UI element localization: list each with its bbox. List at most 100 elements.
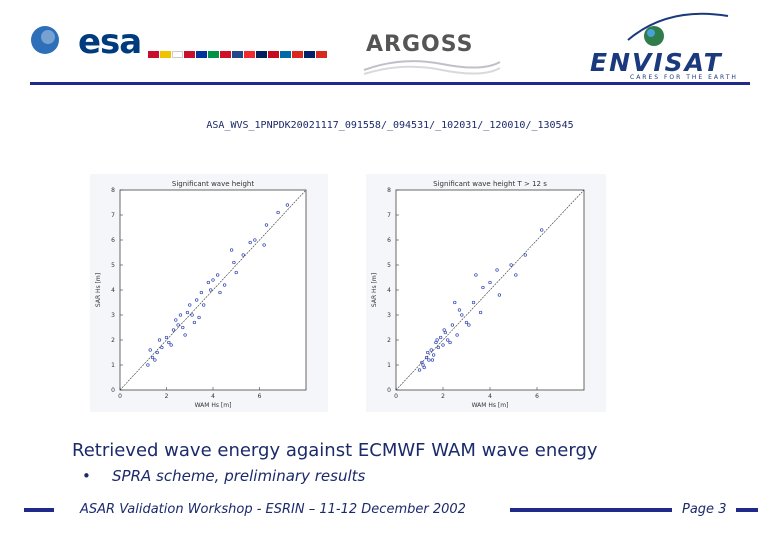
data-point bbox=[430, 358, 435, 362]
esa-wordmark: esa bbox=[78, 22, 142, 62]
data-point bbox=[455, 333, 459, 337]
data-point bbox=[523, 253, 527, 257]
data-point bbox=[446, 338, 450, 342]
envisat-logo: ENVISAT CARES FOR THE EARTH bbox=[588, 10, 758, 81]
data-point bbox=[202, 303, 206, 307]
data-point bbox=[155, 350, 159, 355]
data-point bbox=[495, 268, 499, 272]
data-point bbox=[146, 363, 150, 367]
y-tick-label: 2 bbox=[387, 337, 391, 344]
data-point bbox=[488, 280, 492, 285]
x-tick-label: 4 bbox=[488, 393, 492, 400]
y-tick-label: 8 bbox=[111, 187, 115, 194]
data-point bbox=[474, 273, 478, 277]
data-point bbox=[436, 345, 440, 350]
x-tick-label: 4 bbox=[211, 393, 215, 400]
data-point bbox=[285, 203, 290, 207]
data-point bbox=[248, 240, 252, 245]
data-point bbox=[431, 353, 436, 357]
footer-bar-left bbox=[24, 508, 54, 512]
bullet-dot-icon: • bbox=[82, 467, 91, 485]
y-tick-label: 4 bbox=[111, 287, 115, 294]
plot-title: Significant wave height bbox=[172, 180, 254, 188]
data-point bbox=[457, 308, 462, 312]
data-point bbox=[232, 260, 236, 265]
data-point bbox=[509, 263, 513, 267]
data-point bbox=[176, 323, 180, 327]
y-tick-label: 2 bbox=[111, 337, 115, 344]
x-axis-label: WAM Hs [m] bbox=[472, 402, 509, 409]
x-tick-label: 6 bbox=[258, 393, 262, 400]
data-point bbox=[181, 325, 185, 330]
plot-area bbox=[395, 189, 585, 391]
page-number: Page 3 bbox=[682, 502, 727, 517]
data-point bbox=[169, 343, 173, 347]
data-point bbox=[188, 303, 192, 307]
argoss-wave-icon bbox=[363, 60, 501, 75]
data-point bbox=[197, 315, 201, 320]
data-point bbox=[195, 298, 199, 302]
data-point bbox=[241, 253, 245, 257]
envisat-satellite-icon bbox=[627, 12, 729, 46]
y-axis-label: SAR Hs [m] bbox=[371, 273, 378, 307]
data-point bbox=[190, 313, 194, 317]
y-tick-label: 1 bbox=[111, 362, 115, 369]
scatter-plot-svg: Significant wave height 0 1 2 3 4 5 6 7 8 0 2 4 6 WAM … bbox=[95, 180, 307, 409]
member-flags bbox=[148, 51, 327, 58]
data-point bbox=[174, 318, 178, 322]
scatter-plot-long-period: Significant wave height T > 12 s 0 1 2 3 4 5 6 7… bbox=[366, 174, 606, 412]
data-point bbox=[264, 223, 269, 227]
envisat-tagline: CARES FOR THE EARTH bbox=[630, 74, 738, 81]
data-point bbox=[514, 273, 518, 277]
esa-globe-icon bbox=[31, 26, 59, 54]
slide-caption: Retrieved wave energy against ECMWF WAM … bbox=[72, 440, 598, 461]
data-point bbox=[218, 290, 222, 295]
data-point bbox=[148, 348, 152, 352]
y-tick-label: 3 bbox=[387, 312, 391, 319]
footer-bar-right bbox=[736, 508, 758, 512]
header-rule bbox=[30, 82, 750, 85]
y-tick-label: 8 bbox=[387, 187, 391, 194]
data-point bbox=[435, 338, 439, 342]
data-point bbox=[234, 270, 238, 275]
data-point bbox=[215, 273, 220, 277]
y-tick-label: 7 bbox=[111, 212, 115, 219]
scatter-plot-all: Significant wave height 0 1 2 3 4 5 6 7 8 0 2 4 6 WAM … bbox=[90, 174, 328, 412]
data-point bbox=[192, 320, 197, 325]
data-point bbox=[441, 343, 445, 347]
data-point bbox=[229, 248, 234, 252]
product-file-id: ASA_WVS_1PNPDK20021117_091558/_094531/_1… bbox=[206, 120, 574, 131]
data-point bbox=[206, 280, 210, 285]
footer-bar-middle bbox=[510, 508, 672, 512]
x-tick-label: 0 bbox=[394, 393, 398, 400]
data-point bbox=[467, 323, 471, 327]
y-tick-label: 1 bbox=[387, 362, 391, 369]
y-tick-label: 0 bbox=[387, 387, 391, 394]
data-point bbox=[540, 228, 544, 232]
data-point bbox=[422, 365, 426, 370]
data-point bbox=[420, 360, 424, 365]
data-point bbox=[417, 368, 422, 372]
x-tick-label: 0 bbox=[118, 393, 122, 400]
data-point bbox=[481, 285, 485, 290]
data-point bbox=[478, 310, 483, 315]
envisat-wordmark: ENVISAT bbox=[590, 48, 723, 77]
data-point bbox=[178, 313, 183, 317]
reference-line bbox=[119, 189, 307, 391]
data-point bbox=[167, 340, 171, 345]
data-point bbox=[183, 333, 187, 337]
y-tick-label: 7 bbox=[387, 212, 391, 219]
data-point bbox=[442, 328, 446, 332]
y-tick-label: 5 bbox=[387, 262, 391, 269]
data-point bbox=[150, 355, 155, 360]
data-point bbox=[160, 345, 164, 350]
data-point bbox=[424, 355, 429, 360]
x-tick-label: 6 bbox=[535, 393, 539, 400]
x-tick-label: 2 bbox=[441, 393, 445, 400]
data-point bbox=[211, 278, 215, 282]
data-point bbox=[276, 210, 280, 215]
header-banner: esa ARGOSS bbox=[0, 0, 780, 90]
data-point bbox=[448, 340, 452, 345]
x-tick-label: 2 bbox=[165, 393, 169, 400]
y-axis-label: SAR Hs [m] bbox=[95, 273, 102, 307]
